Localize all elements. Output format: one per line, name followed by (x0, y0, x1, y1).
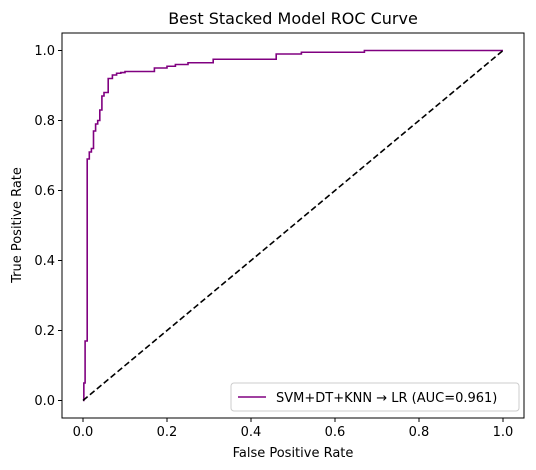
y-tick-label: 0.8 (34, 114, 55, 129)
y-tick-label: 1.0 (34, 44, 55, 59)
x-tick-label: 0.4 (241, 425, 262, 440)
y-tick-label: 0.6 (34, 184, 55, 199)
plot-frame (61, 32, 525, 419)
x-tick-label: 1.0 (493, 425, 514, 440)
legend: SVM+DT+KNN → LR (AUC=0.961) (230, 382, 520, 412)
roc-curve-line (83, 49, 503, 402)
y-tick-label: 0.4 (34, 254, 55, 269)
axis-ticks: 0.0 0.2 0.4 0.6 0.8 1.0 0.0 0.2 0.4 0.6 0.8 1.0 (34, 44, 513, 440)
y-axis-label: True Positive Rate (10, 167, 25, 284)
y-tick-label: 0.2 (34, 324, 55, 339)
chance-diagonal-line (82, 49, 504, 402)
x-tick-label: 0.0 (73, 425, 94, 440)
x-tick-label: 0.8 (409, 425, 430, 440)
plot-area (82, 49, 504, 402)
x-axis-label: False Positive Rate (233, 446, 354, 461)
legend-box (230, 382, 520, 412)
legend-label: SVM+DT+KNN → LR (AUC=0.961) (276, 391, 497, 406)
x-tick-label: 0.2 (157, 425, 178, 440)
chart-title: Best Stacked Model ROC Curve (168, 9, 418, 28)
x-tick-label: 0.6 (325, 425, 346, 440)
y-tick-label: 0.0 (34, 394, 55, 409)
